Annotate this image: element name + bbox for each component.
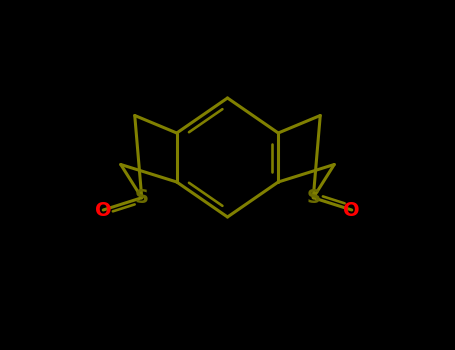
Text: S: S: [306, 188, 320, 207]
Text: S: S: [135, 188, 149, 207]
Text: O: O: [344, 201, 360, 219]
Text: O: O: [95, 201, 111, 219]
